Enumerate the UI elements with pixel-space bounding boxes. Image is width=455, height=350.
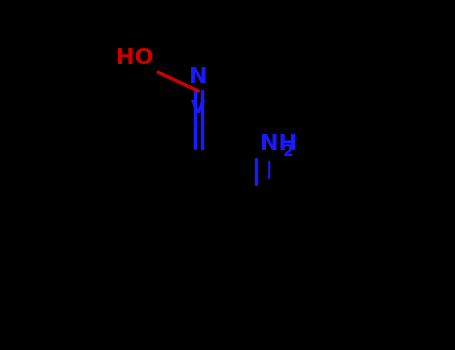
Text: NH: NH (260, 134, 297, 154)
Text: 2: 2 (283, 144, 293, 159)
Text: V: V (192, 99, 205, 117)
Text: N: N (189, 67, 207, 87)
Text: |: | (265, 161, 272, 179)
Text: HO: HO (116, 48, 153, 68)
